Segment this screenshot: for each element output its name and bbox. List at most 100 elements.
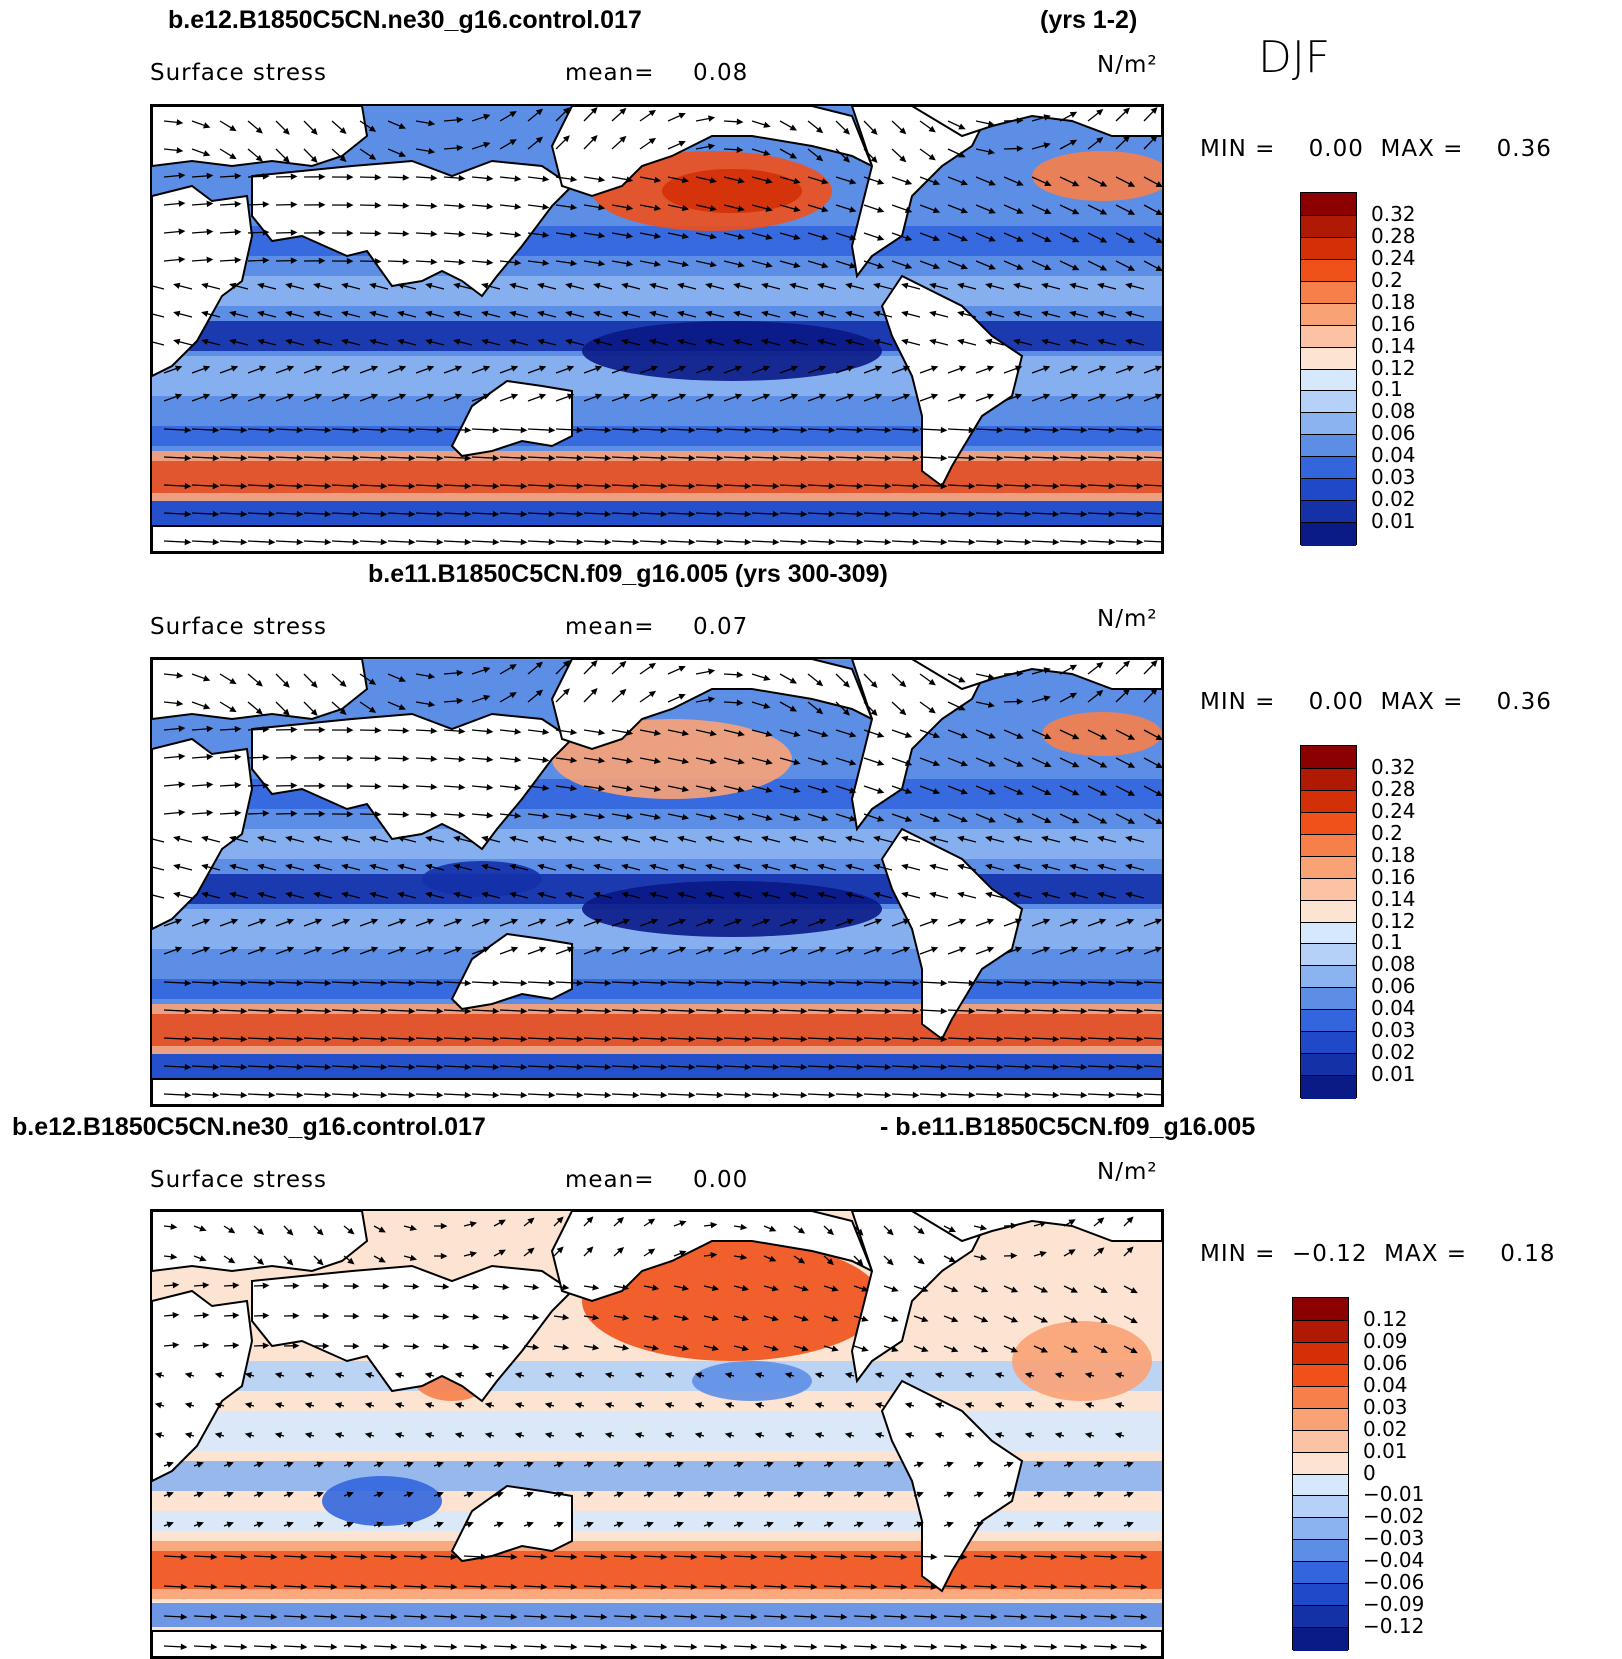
panel-1-mean-label: mean= bbox=[565, 60, 655, 86]
colorbar-tick-label: 0.08 bbox=[1371, 952, 1416, 976]
colorbar-swatch bbox=[1301, 812, 1356, 835]
panel-2-subtitle: Surface stress bbox=[150, 614, 327, 640]
colorbar-tick-label: 0.18 bbox=[1371, 290, 1416, 314]
colorbar-tick-label: 0.02 bbox=[1371, 487, 1416, 511]
panel-3-mean-label: mean= bbox=[565, 1167, 655, 1193]
colorbar-tick-label: −0.04 bbox=[1363, 1548, 1424, 1572]
season-label: DJF bbox=[1258, 32, 1330, 83]
panel-2-mean-label: mean= bbox=[565, 614, 655, 640]
colorbar-swatch bbox=[1301, 259, 1356, 282]
colorbar-swatch bbox=[1301, 522, 1356, 545]
colorbar-tick-label: 0.16 bbox=[1371, 312, 1416, 336]
panel-1-units: N/m² bbox=[1097, 52, 1158, 78]
colorbar-swatch bbox=[1301, 987, 1356, 1010]
colorbar-swatch bbox=[1293, 1452, 1348, 1475]
panel-1-minmax: MIN = 0.00 MAX = 0.36 bbox=[1200, 136, 1552, 162]
panel-1-map-canvas bbox=[152, 106, 1162, 552]
colorbar-tick-label: 0.12 bbox=[1371, 356, 1416, 380]
colorbar-swatch bbox=[1293, 1408, 1348, 1431]
panel-2-map bbox=[150, 657, 1164, 1107]
colorbar-tick-label: 0.16 bbox=[1371, 865, 1416, 889]
colorbar-tick-label: 0.18 bbox=[1371, 843, 1416, 867]
panel-2-map-canvas bbox=[152, 659, 1162, 1105]
colorbar-tick-label: 0.04 bbox=[1363, 1373, 1408, 1397]
colorbar-swatch bbox=[1301, 1031, 1356, 1054]
colorbar-swatch bbox=[1301, 193, 1356, 215]
colorbar-tick-label: 0.04 bbox=[1371, 443, 1416, 467]
colorbar-swatch bbox=[1301, 215, 1356, 238]
panel-3-units: N/m² bbox=[1097, 1159, 1158, 1185]
panel-2-minmax: MIN = 0.00 MAX = 0.36 bbox=[1200, 689, 1552, 715]
colorbar-swatch bbox=[1301, 434, 1356, 457]
colorbar-swatch bbox=[1293, 1364, 1348, 1387]
colorbar-tick-label: 0.02 bbox=[1363, 1417, 1408, 1441]
panel-3-mean-value: 0.00 bbox=[693, 1167, 748, 1193]
colorbar-swatch bbox=[1301, 412, 1356, 435]
colorbar-tick-label: 0.28 bbox=[1371, 777, 1416, 801]
colorbar-swatch bbox=[1301, 922, 1356, 945]
colorbar-tick-label: 0.2 bbox=[1371, 268, 1403, 292]
colorbar-swatch bbox=[1301, 965, 1356, 988]
colorbar-swatch bbox=[1301, 347, 1356, 370]
colorbar-swatch bbox=[1301, 878, 1356, 901]
panel-3-minmax: MIN = −0.12 MAX = 0.18 bbox=[1200, 1241, 1556, 1267]
panel-3-map bbox=[150, 1209, 1164, 1659]
colorbar-swatch bbox=[1293, 1627, 1348, 1650]
colorbar-swatch bbox=[1301, 456, 1356, 479]
panel-1-colorbar bbox=[1300, 192, 1357, 545]
colorbar-swatch bbox=[1293, 1583, 1348, 1606]
colorbar-tick-label: 0.14 bbox=[1371, 334, 1416, 358]
colorbar-swatch bbox=[1301, 1053, 1356, 1076]
colorbar-tick-label: 0.03 bbox=[1363, 1395, 1408, 1419]
colorbar-tick-label: 0.08 bbox=[1371, 399, 1416, 423]
colorbar-swatch bbox=[1293, 1517, 1348, 1540]
colorbar-tick-label: 0.1 bbox=[1371, 930, 1403, 954]
colorbar-tick-label: −0.01 bbox=[1363, 1482, 1424, 1506]
colorbar-tick-label: 0.1 bbox=[1371, 377, 1403, 401]
colorbar-tick-label: 0.03 bbox=[1371, 1018, 1416, 1042]
panel-2-units: N/m² bbox=[1097, 606, 1158, 632]
colorbar-tick-label: 0.2 bbox=[1371, 821, 1403, 845]
colorbar-tick-label: 0.24 bbox=[1371, 799, 1416, 823]
colorbar-swatch bbox=[1293, 1561, 1348, 1584]
colorbar-tick-label: −0.06 bbox=[1363, 1570, 1424, 1594]
colorbar-tick-label: 0.01 bbox=[1363, 1439, 1408, 1463]
colorbar-tick-label: 0.32 bbox=[1371, 202, 1416, 226]
colorbar-tick-label: −0.02 bbox=[1363, 1504, 1424, 1528]
colorbar-swatch bbox=[1301, 478, 1356, 501]
colorbar-swatch bbox=[1301, 237, 1356, 260]
colorbar-swatch bbox=[1301, 746, 1356, 768]
colorbar-swatch bbox=[1301, 281, 1356, 304]
colorbar-swatch bbox=[1301, 1075, 1356, 1098]
colorbar-tick-label: 0.02 bbox=[1371, 1040, 1416, 1064]
panel-1-subtitle: Surface stress bbox=[150, 60, 327, 86]
colorbar-tick-label: 0.06 bbox=[1371, 974, 1416, 998]
panel-2-title: b.e11.B1850C5CN.f09_g16.005 (yrs 300-309… bbox=[368, 560, 888, 589]
colorbar-swatch bbox=[1293, 1386, 1348, 1409]
colorbar-tick-label: 0.09 bbox=[1363, 1329, 1408, 1353]
panel-3-subtitle: Surface stress bbox=[150, 1167, 327, 1193]
panel-1-map bbox=[150, 104, 1164, 554]
colorbar-swatch bbox=[1301, 303, 1356, 326]
panel-3-colorbar bbox=[1292, 1297, 1349, 1650]
colorbar-tick-label: 0.06 bbox=[1371, 421, 1416, 445]
colorbar-swatch bbox=[1301, 943, 1356, 966]
colorbar-tick-label: 0.01 bbox=[1371, 509, 1416, 533]
colorbar-swatch bbox=[1293, 1430, 1348, 1453]
colorbar-swatch bbox=[1293, 1298, 1348, 1320]
colorbar-swatch bbox=[1293, 1539, 1348, 1562]
panel-1-title-right: (yrs 1-2) bbox=[1040, 6, 1137, 35]
colorbar-swatch bbox=[1293, 1474, 1348, 1497]
colorbar-tick-label: 0.01 bbox=[1371, 1062, 1416, 1086]
colorbar-swatch bbox=[1293, 1342, 1348, 1365]
colorbar-swatch bbox=[1301, 790, 1356, 813]
colorbar-swatch bbox=[1301, 390, 1356, 413]
colorbar-swatch bbox=[1301, 369, 1356, 392]
colorbar-tick-label: 0.28 bbox=[1371, 224, 1416, 248]
colorbar-tick-label: −0.12 bbox=[1363, 1614, 1424, 1638]
colorbar-swatch bbox=[1293, 1605, 1348, 1628]
colorbar-tick-label: 0.32 bbox=[1371, 755, 1416, 779]
colorbar-swatch bbox=[1301, 900, 1356, 923]
colorbar-tick-label: 0.06 bbox=[1363, 1351, 1408, 1375]
panel-3-map-canvas bbox=[152, 1211, 1162, 1657]
